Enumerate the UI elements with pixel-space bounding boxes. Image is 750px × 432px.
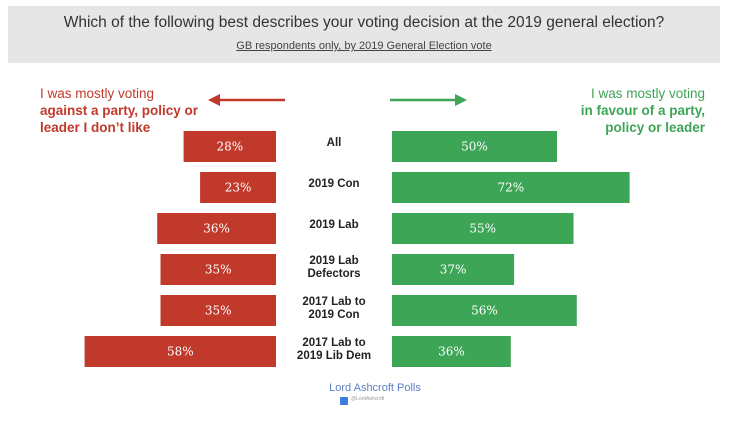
bar-against-5: [84, 336, 276, 367]
left-label-rest: against a party, policy or leader I don’…: [40, 103, 199, 135]
left-label-line1: I was mostly voting: [40, 86, 155, 101]
bar-favour-3: [392, 254, 515, 285]
category-label-3: 2019 Lab Defectors: [307, 255, 360, 280]
right-side-label: I was mostly voting in favour of a party…: [545, 85, 705, 136]
bar-against-1: [200, 172, 276, 203]
bar-favour-label-5: 36%: [438, 345, 465, 359]
twitter-handle-text: @LordAshcroft: [351, 396, 385, 402]
bar-favour-0: [392, 131, 557, 162]
bar-against-3: [160, 254, 276, 285]
chart-title: Which of the following best describes yo…: [63, 14, 665, 31]
bar-favour-1: [392, 172, 630, 203]
bar-favour-label-0: 50%: [461, 140, 488, 154]
bar-against-label-4: 35%: [205, 304, 232, 318]
bar-favour-label-3: 37%: [440, 263, 467, 277]
bar-against-2: [157, 213, 276, 244]
source-credit: Lord Ashcroft Polls: [329, 382, 421, 394]
left-arrow-icon: [208, 94, 285, 106]
right-label-line1: I was mostly voting: [590, 86, 705, 101]
twitter-icon: [340, 397, 348, 405]
chart-subtitle: GB respondents only, by 2019 General Ele…: [236, 40, 492, 52]
bar-favour-label-1: 72%: [497, 181, 524, 195]
bar-against-label-0: 28%: [216, 140, 243, 154]
category-label-2: 2019 Lab: [309, 219, 358, 231]
bar-against-4: [160, 295, 276, 326]
category-label-1: 2019 Con: [308, 178, 359, 190]
bar-favour-label-2: 55%: [469, 222, 496, 236]
bar-favour-4: [392, 295, 577, 326]
right-arrow-icon: [390, 94, 467, 106]
bar-favour-5: [392, 336, 511, 367]
category-label-0: All: [327, 137, 342, 149]
bar-favour-label-4: 56%: [471, 304, 498, 318]
header-banner: Which of the following best describes yo…: [8, 6, 720, 63]
bar-against-label-2: 36%: [203, 222, 230, 236]
category-label-5: 2017 Lab to 2019 Lib Dem: [297, 337, 371, 362]
left-side-label: I was mostly voting against a party, pol…: [40, 85, 210, 136]
twitter-handle[interactable]: @LordAshcroft: [340, 396, 410, 407]
bar-against-0: [183, 131, 276, 162]
right-label-rest: in favour of a party, policy or leader: [580, 103, 705, 135]
bar-against-label-1: 23%: [225, 181, 252, 195]
bar-against-label-5: 58%: [167, 345, 194, 359]
bar-against-label-3: 35%: [205, 263, 232, 277]
category-label-4: 2017 Lab to 2019 Con: [302, 296, 365, 321]
bar-favour-2: [392, 213, 574, 244]
